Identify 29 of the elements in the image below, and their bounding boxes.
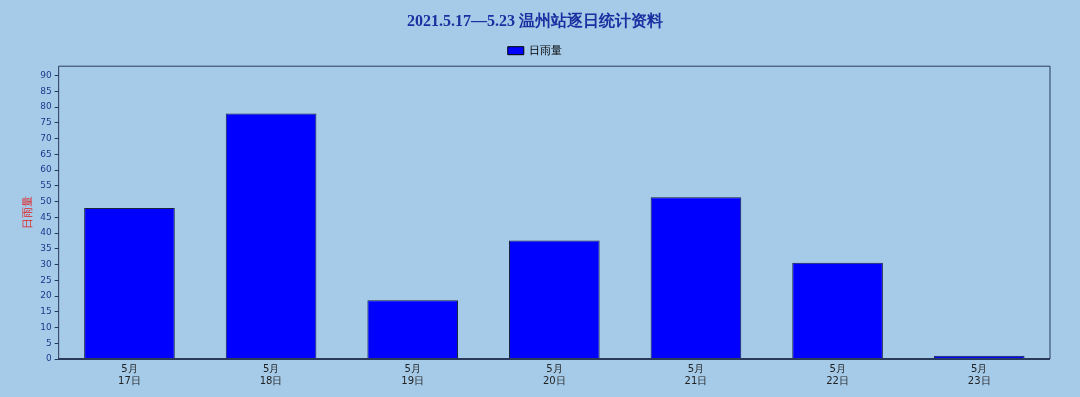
- y-tick-label: 90: [40, 69, 52, 80]
- y-tick-label: 70: [40, 132, 52, 143]
- y-tick-label: 0: [45, 353, 52, 364]
- legend-label: 日雨量: [529, 43, 563, 57]
- x-tick-label: 5月 21日: [684, 362, 708, 386]
- y-tick-label: 55: [40, 180, 52, 191]
- x-tick-label: 5月 22日: [826, 362, 849, 386]
- y-tick-label: 85: [40, 85, 52, 96]
- y-tick-label: 45: [40, 211, 52, 222]
- y-tick-label: 15: [40, 306, 52, 317]
- y-tick-label: 35: [40, 243, 52, 254]
- y-tick-label: 65: [40, 148, 52, 159]
- x-tick-label: 5月 20日: [542, 362, 566, 386]
- x-tick-label: 5月 19日: [401, 362, 425, 386]
- x-tick-label: 5月 23日: [967, 362, 991, 386]
- y-tick-label: 5: [45, 337, 52, 348]
- y-tick-label: 40: [40, 227, 52, 238]
- y-tick-label: 75: [40, 117, 52, 128]
- y-tick-label: 25: [40, 274, 52, 285]
- x-tick-label: 5月 17日: [118, 362, 141, 386]
- y-tick-label: 80: [40, 101, 52, 112]
- chart-title: 2021.5.17—5.23 温州站逐日统计资料: [407, 11, 663, 29]
- y-tick-label: 30: [40, 258, 52, 269]
- y-tick-label: 50: [40, 195, 52, 206]
- y-tick-label: 20: [40, 290, 52, 301]
- y-axis-title: 日雨量: [21, 196, 35, 230]
- y-tick-label: 10: [40, 321, 52, 332]
- y-tick-label: 60: [40, 164, 52, 175]
- x-tick-label: 5月 18日: [259, 362, 283, 386]
